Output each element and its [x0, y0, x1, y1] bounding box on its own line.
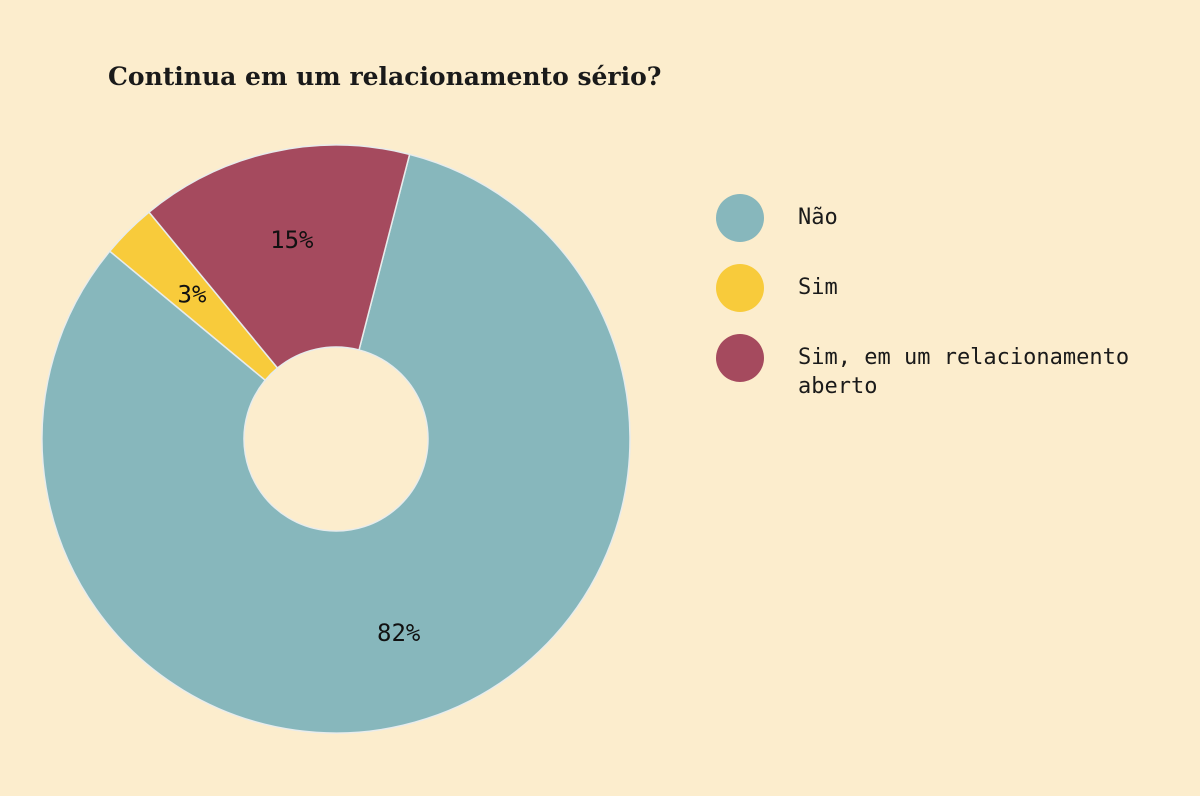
legend-swatch-nao — [716, 194, 764, 242]
legend-swatch-sim-aberto — [716, 334, 764, 382]
chart-title: Continua em um relacionamento sério? — [108, 62, 662, 91]
donut-chart: 82% 3% 15% — [41, 144, 631, 734]
slice-label-nao: 82% — [377, 619, 421, 647]
legend-item-nao: Não — [716, 194, 1186, 242]
legend-swatch-sim — [716, 264, 764, 312]
slice-label-sim: 3% — [178, 280, 207, 308]
legend-item-sim: Sim — [716, 264, 1186, 312]
legend-label-nao: Não — [798, 205, 838, 230]
slice-nao — [41, 153, 631, 734]
legend-label-sim: Sim — [798, 275, 838, 300]
legend-item-sim-aberto: Sim, em um relacionamento aberto — [716, 334, 1186, 401]
slice-label-sim-aberto: 15% — [270, 226, 314, 254]
slice-sim-aberto — [147, 144, 411, 370]
legend-label-sim-aberto: Sim, em um relacionamento aberto — [798, 345, 1130, 399]
legend: Não Sim Sim, em um relacionamento aberto — [716, 194, 1186, 423]
